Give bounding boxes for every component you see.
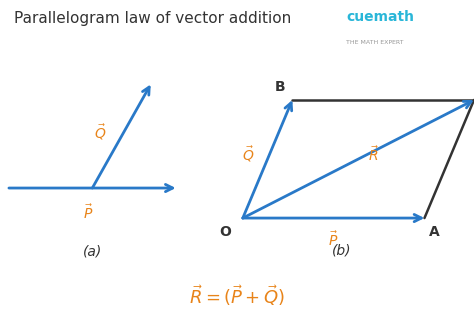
Text: B: B <box>275 80 286 94</box>
Text: A: A <box>429 225 440 239</box>
Text: $\vec{Q}$: $\vec{Q}$ <box>242 145 255 164</box>
Text: Parallelogram law of vector addition: Parallelogram law of vector addition <box>14 11 292 26</box>
Text: O: O <box>219 225 231 239</box>
Text: (a): (a) <box>82 245 102 259</box>
Text: (b): (b) <box>332 244 352 258</box>
Text: $\vec{R}$: $\vec{R}$ <box>368 145 380 164</box>
Text: $\vec{P}$: $\vec{P}$ <box>83 203 93 222</box>
Text: $\vec{Q}$: $\vec{Q}$ <box>94 122 107 142</box>
Text: $\vec{P}$: $\vec{P}$ <box>328 231 339 249</box>
Text: THE MATH EXPERT: THE MATH EXPERT <box>346 40 403 45</box>
Text: $\vec{R} = (\vec{P} + \vec{Q})$: $\vec{R} = (\vec{P} + \vec{Q})$ <box>189 283 285 308</box>
Text: cuemath: cuemath <box>346 10 414 24</box>
